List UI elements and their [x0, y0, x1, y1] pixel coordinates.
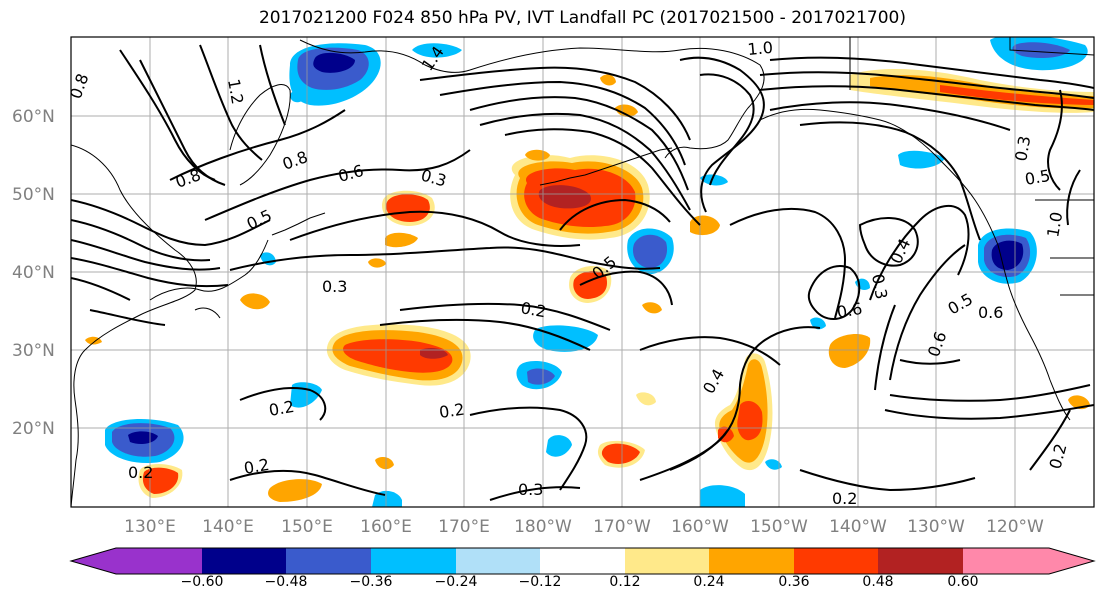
colorbar-tick-label: −0.12 [519, 574, 562, 590]
colorbar-tick-label: 0.24 [693, 574, 724, 590]
contour-label: 0.3 [322, 277, 347, 296]
contour-label: 0.2 [438, 400, 466, 422]
lon-label: 140°W [829, 517, 887, 537]
lon-label: 120°W [986, 517, 1044, 537]
lat-label-50n: 50°N [12, 185, 55, 205]
lon-label: 170°E [438, 517, 490, 537]
colorbar-extend-left [71, 548, 116, 574]
colorbar-segment [625, 548, 709, 574]
map-frame [70, 36, 1095, 508]
colorbar-tick-label: −0.36 [350, 574, 393, 590]
colorbar-segment [540, 548, 625, 574]
lon-label: 150°E [281, 517, 333, 537]
contour-label: 0.6 [978, 303, 1003, 322]
contour-label: 0.2 [242, 455, 270, 478]
lon-label: 170°W [593, 517, 651, 537]
lon-label: 140°E [202, 517, 254, 537]
contour-label: 1.2 [224, 77, 247, 105]
contour-label: 0.5 [1023, 166, 1051, 189]
lon-label: 150°W [750, 517, 808, 537]
colorbar-tick-label: 0.60 [947, 574, 978, 590]
colorbar-tick-label: −0.48 [265, 574, 308, 590]
contour-label: 1.0 [747, 38, 774, 59]
colorbar-tick-label: −0.60 [181, 574, 224, 590]
gridlines [71, 37, 1094, 507]
shaded-anomalies [85, 37, 1094, 507]
contour-label: 0.2 [832, 489, 857, 508]
colorbar-tick-label: 0.36 [778, 574, 809, 590]
lat-label-30n: 30°N [12, 341, 55, 361]
contour-label: 0.2 [519, 298, 547, 321]
lon-label: 180°W [514, 517, 572, 537]
colorbar-labels: −0.60 −0.48 −0.36 −0.24 −0.12 0.12 0.24 … [181, 574, 979, 590]
contour-label: 0.2 [267, 397, 295, 420]
lat-label-60n: 60°N [12, 107, 55, 127]
contour-label: 0.3 [518, 480, 543, 499]
contour-label: 0.3 [1011, 134, 1034, 162]
lat-label-40n: 40°N [12, 263, 55, 283]
colorbar-segment [963, 548, 1049, 574]
contour-label: 0.6 [835, 299, 863, 322]
colorbar-segment [286, 548, 371, 574]
colorbar-outline [69, 547, 1096, 575]
pv-contours [71, 44, 1094, 501]
colorbar-segment [371, 548, 456, 574]
colorbar-extend-right [1049, 548, 1094, 574]
colorbar-segment [456, 548, 540, 574]
contour-label: 1.0 [1043, 210, 1066, 238]
colorbar-tick-label: 0.48 [862, 574, 893, 590]
colorbar-segment [878, 548, 963, 574]
map-title: 2017021200 F024 850 hPa PV, IVT Landfall… [258, 8, 906, 28]
lon-label: 130°W [907, 517, 965, 537]
longitude-labels: 130°E 140°E 150°E 160°E 170°E 180°W 170°… [124, 517, 1044, 537]
colorbar-tick-label: 0.12 [609, 574, 640, 590]
lon-label: 160°W [671, 517, 729, 537]
contour-label: 0.3 [868, 272, 891, 300]
contour-label: 0.2 [128, 463, 153, 482]
lon-label: 130°E [124, 517, 176, 537]
colorbar-segment [709, 548, 794, 574]
colorbar-segment [794, 548, 878, 574]
lon-label: 160°E [360, 517, 412, 537]
colorbar-segment [116, 548, 202, 574]
colorbar-tick-label: −0.24 [435, 574, 478, 590]
latitude-labels: 60°N 50°N 40°N 30°N 20°N [12, 107, 55, 439]
lat-label-20n: 20°N [12, 419, 55, 439]
colorbar-segment [202, 548, 286, 574]
colorbar [69, 547, 1096, 575]
